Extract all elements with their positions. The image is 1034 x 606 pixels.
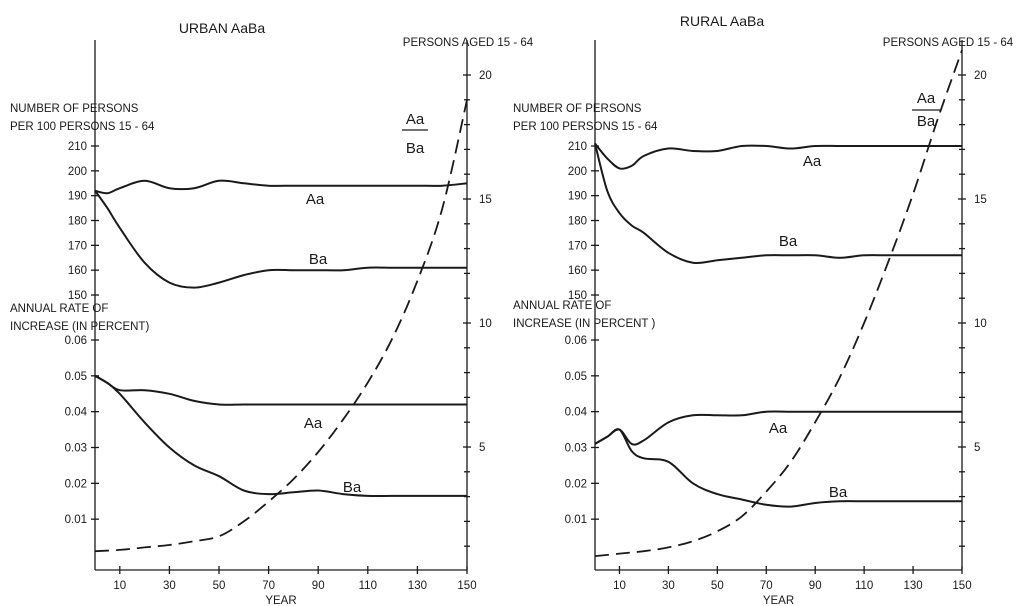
x-axis-tick-label: 50: [213, 580, 226, 592]
upper-y-tick-label: 200: [568, 166, 587, 178]
lower-series-label: Aa: [304, 415, 323, 432]
upper-y-tick-label: 210: [68, 141, 87, 153]
upper-y-label-line2: PER 100 PERSONS 15 - 64: [10, 121, 155, 133]
lower-series-label: Aa: [769, 420, 788, 437]
lower-series-aa-line: [94, 374, 467, 406]
lower-y-tick-label: 0.04: [565, 407, 588, 419]
ratio-label-numerator: Aa: [917, 90, 936, 107]
x-axis-label: YEAR: [763, 595, 794, 606]
upper-y-tick-label: 160: [68, 265, 87, 277]
upper-y-tick-label: 190: [568, 191, 587, 203]
upper-y-tick-label: 200: [68, 166, 87, 178]
upper-y-tick-label: 160: [568, 265, 587, 277]
x-axis-tick-label: 130: [903, 580, 922, 592]
x-axis-tick-label: 30: [163, 580, 176, 592]
chart-title: URBAN AaBa: [179, 20, 266, 36]
x-axis-tick-label: 30: [662, 580, 675, 592]
x-axis-tick-label: 10: [113, 580, 126, 592]
right-axis-tick-label: 20: [479, 70, 492, 82]
upper-series-label: Ba: [779, 233, 798, 250]
right-axis-tick-label: 10: [479, 318, 492, 330]
ratio-label-numerator: Aa: [406, 111, 425, 128]
upper-y-label-line2: PER 100 PERSONS 15 - 64: [513, 121, 658, 133]
upper-y-tick-label: 150: [568, 290, 587, 302]
x-axis-tick-label: 150: [457, 580, 476, 592]
upper-y-label-line1: NUMBER OF PERSONS: [513, 103, 642, 115]
x-axis-tick-label: 70: [262, 580, 275, 592]
lower-series-ba-line: [94, 374, 467, 498]
lower-series-label: Ba: [343, 479, 362, 496]
right-axis-tick-label: 10: [974, 318, 987, 330]
x-axis-tick-label: 130: [408, 580, 427, 592]
x-axis-tick-label: 90: [809, 580, 822, 592]
right-axis-tick-label: 20: [974, 70, 987, 82]
x-axis-tick-label: 110: [855, 580, 873, 592]
rural-chart: RURAL AaBa PERSONS AGED 15 - 64 5 10 15 20 10 3…: [513, 13, 1014, 606]
ratio-series-dashed-line: [594, 49, 963, 557]
upper-y-tick-label: 170: [68, 240, 87, 252]
urban-chart: URBAN AaBa PERSONS AGED 15 - 64 5 10 15 20 10 3…: [10, 20, 534, 606]
x-axis-tick-label: 50: [711, 580, 724, 592]
right-axis-label: PERSONS AGED 15 - 64: [883, 37, 1014, 49]
lower-y-tick-label: 0.02: [565, 478, 587, 490]
ratio-label-denominator: Ba: [406, 140, 425, 157]
lower-y-tick-label: 0.03: [65, 443, 87, 455]
lower-y-tick-label: 0.01: [65, 514, 87, 526]
x-axis-label: YEAR: [265, 595, 296, 606]
x-axis-tick-label: 150: [952, 580, 971, 592]
lower-y-tick-label: 0.06: [565, 335, 587, 347]
upper-series-label: Aa: [306, 191, 325, 208]
lower-series-aa-line: [594, 410, 962, 446]
upper-y-label-line1: NUMBER OF PERSONS: [10, 103, 139, 115]
upper-y-tick-label: 180: [68, 216, 87, 228]
upper-series-aa-line: [94, 179, 468, 195]
chart-title: RURAL AaBa: [680, 13, 765, 29]
lower-y-label-line1: ANNUAL RATE OF: [10, 303, 108, 315]
right-axis-tick-label: 15: [479, 194, 492, 206]
right-axis-tick-label: 5: [974, 442, 980, 454]
upper-series-label: Aa: [803, 153, 822, 170]
x-axis-tick-label: 90: [312, 580, 325, 592]
x-axis-tick-label: 70: [760, 580, 773, 592]
lower-y-tick-label: 0.05: [65, 371, 87, 383]
lower-series-label: Ba: [829, 484, 848, 501]
lower-y-tick-label: 0.02: [65, 478, 87, 490]
lower-y-tick-label: 0.04: [65, 407, 88, 419]
upper-y-tick-label: 180: [568, 216, 587, 228]
upper-y-tick-label: 170: [568, 240, 587, 252]
upper-series-aa-line: [594, 142, 962, 170]
ratio-label-denominator: Ba: [917, 113, 936, 130]
upper-series-ba-line: [594, 143, 962, 265]
x-axis-tick-label: 110: [359, 580, 377, 592]
ratio-series-dashed-line: [94, 99, 468, 553]
lower-y-label-line1: ANNUAL RATE OF: [513, 300, 611, 312]
lower-y-tick-label: 0.06: [65, 335, 87, 347]
upper-series-ba-line: [94, 190, 467, 289]
right-axis-label: PERSONS AGED 15 - 64: [403, 37, 534, 49]
upper-y-tick-label: 150: [68, 290, 87, 302]
lower-y-tick-label: 0.05: [565, 371, 587, 383]
lower-series-ba-line: [594, 428, 962, 508]
lower-y-label-line2: INCREASE (IN PERCENT): [10, 321, 149, 333]
upper-y-tick-label: 190: [68, 191, 87, 203]
upper-y-tick-label: 210: [568, 141, 587, 153]
lower-y-label-line2: INCREASE (IN PERCENT ): [513, 318, 655, 330]
upper-series-label: Ba: [309, 251, 328, 268]
lower-y-tick-label: 0.03: [565, 443, 587, 455]
x-axis-tick-label: 10: [613, 580, 626, 592]
right-axis-tick-label: 5: [479, 442, 485, 454]
right-axis-tick-label: 15: [974, 194, 987, 206]
lower-y-tick-label: 0.01: [565, 514, 587, 526]
